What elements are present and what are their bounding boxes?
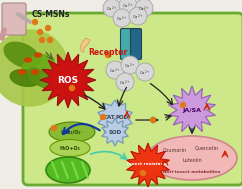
Polygon shape (102, 118, 128, 146)
Ellipse shape (31, 70, 38, 74)
Circle shape (45, 26, 51, 31)
Text: Ca$^{2+}$: Ca$^{2+}$ (106, 4, 118, 14)
Circle shape (141, 170, 145, 176)
Ellipse shape (49, 122, 95, 142)
Text: JA/SA: JA/SA (182, 108, 202, 112)
Circle shape (181, 102, 186, 108)
Text: ROS: ROS (57, 76, 79, 84)
Ellipse shape (22, 55, 54, 75)
Circle shape (113, 9, 131, 27)
Circle shape (106, 53, 111, 57)
Ellipse shape (50, 139, 90, 156)
Ellipse shape (4, 42, 40, 68)
Text: H₂O+O₂: H₂O+O₂ (60, 146, 80, 150)
Text: Ca$^{2+}$: Ca$^{2+}$ (116, 14, 128, 24)
Ellipse shape (28, 68, 52, 88)
Text: Anti-insect metabolites: Anti-insect metabolites (163, 170, 221, 174)
Text: Ca$^{2+}$: Ca$^{2+}$ (122, 1, 134, 11)
Text: Ca$^{2+}$: Ca$^{2+}$ (124, 61, 136, 71)
Polygon shape (98, 100, 132, 136)
Circle shape (52, 125, 56, 131)
Circle shape (116, 73, 134, 91)
Text: Receptor: Receptor (88, 47, 127, 57)
Circle shape (69, 85, 75, 91)
Circle shape (136, 63, 154, 81)
Circle shape (151, 118, 156, 122)
FancyBboxPatch shape (130, 29, 142, 60)
Text: H₂O₂/O₂⁻: H₂O₂/O₂⁻ (60, 129, 83, 135)
Text: SOD: SOD (108, 129, 121, 135)
Circle shape (135, 0, 153, 17)
Text: Ca$^{2+}$: Ca$^{2+}$ (139, 68, 151, 78)
FancyBboxPatch shape (2, 3, 26, 35)
Text: Coumarin: Coumarin (163, 147, 187, 153)
Polygon shape (127, 143, 169, 187)
Circle shape (39, 38, 45, 43)
Text: CAT: CAT (104, 115, 116, 119)
Circle shape (129, 7, 147, 25)
Text: POD: POD (115, 115, 129, 119)
Text: Luteolin: Luteolin (182, 157, 202, 163)
Text: Ca$^{2+}$: Ca$^{2+}$ (119, 78, 131, 88)
Circle shape (0, 30, 68, 106)
Polygon shape (40, 52, 96, 108)
Circle shape (38, 29, 43, 35)
Text: Insect resistance: Insect resistance (127, 162, 169, 166)
Polygon shape (169, 86, 215, 134)
Text: Ca$^{2+}$: Ca$^{2+}$ (138, 4, 150, 14)
Circle shape (106, 61, 124, 79)
Ellipse shape (147, 136, 237, 180)
Text: Ca$^{2+}$: Ca$^{2+}$ (109, 66, 121, 76)
Circle shape (119, 0, 137, 14)
Ellipse shape (10, 70, 40, 86)
Circle shape (103, 0, 121, 17)
Text: CS-MSNs: CS-MSNs (32, 10, 70, 19)
Text: Quercetin: Quercetin (195, 146, 219, 150)
Ellipse shape (18, 70, 25, 74)
Circle shape (32, 19, 38, 25)
Circle shape (121, 56, 139, 74)
FancyBboxPatch shape (121, 29, 131, 60)
Ellipse shape (24, 58, 31, 62)
Circle shape (47, 38, 53, 43)
Circle shape (100, 115, 106, 119)
Text: Ca$^{2+}$: Ca$^{2+}$ (132, 12, 144, 22)
Polygon shape (80, 38, 90, 52)
Ellipse shape (46, 157, 90, 183)
FancyBboxPatch shape (23, 13, 242, 185)
Ellipse shape (35, 53, 41, 57)
